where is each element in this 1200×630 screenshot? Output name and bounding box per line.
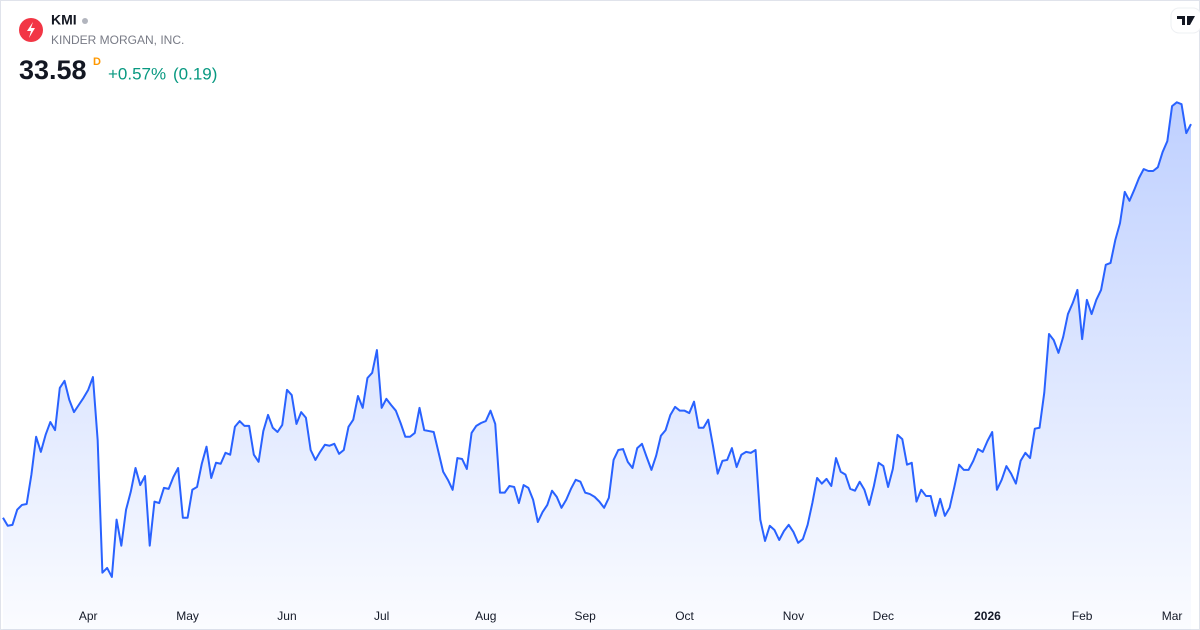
price-line: [2, 101, 1192, 578]
status-dot: [82, 18, 88, 24]
plot: AprMayJunJulAugSepOctNovDec2026FebMar: [2, 101, 1192, 630]
change-percent: +0.57%: [108, 64, 166, 83]
change: (0.19): [173, 64, 217, 83]
price: 33.58: [19, 55, 87, 85]
interval: D: [93, 56, 101, 68]
area-fill: [3, 102, 1191, 630]
company-name: KINDER MORGAN, INC.: [51, 33, 184, 47]
brand-badge: [1170, 7, 1200, 34]
logo: [19, 18, 43, 42]
symbol: KMI: [51, 12, 77, 28]
